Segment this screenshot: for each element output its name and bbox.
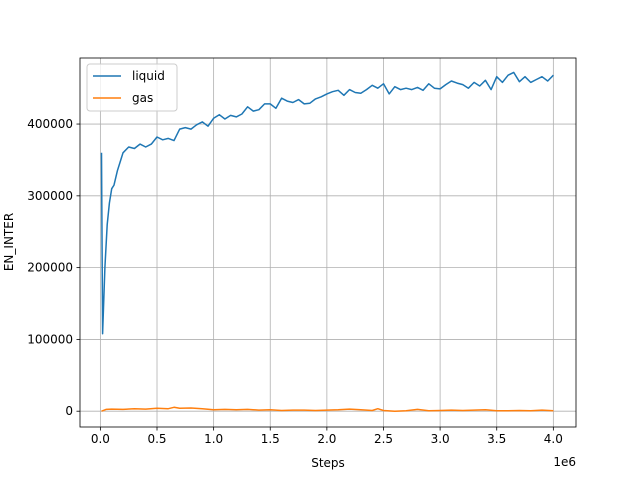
x-tick-label: 0.5 — [147, 432, 166, 446]
y-axis-label: EN_INTER — [2, 213, 16, 271]
x-tick-label: 4.0 — [544, 432, 563, 446]
x-tick-label: 2.0 — [317, 432, 336, 446]
x-axis-label: Steps — [311, 456, 345, 470]
y-tick-label: 200000 — [27, 261, 73, 275]
plot-frame — [79, 57, 577, 428]
series-line-liquid — [100, 71, 554, 335]
x-tick-label: 1.0 — [204, 432, 223, 446]
legend-label-liquid: liquid — [132, 69, 165, 83]
y-tick-label: 100000 — [27, 332, 73, 346]
series-lines — [100, 71, 554, 412]
x-tick-label: 3.0 — [431, 432, 450, 446]
y-tick-label: 400000 — [27, 117, 73, 131]
x-tick-label: 2.5 — [374, 432, 393, 446]
x-tick-label: 0.0 — [91, 432, 110, 446]
legend-label-gas: gas — [132, 91, 153, 105]
legend: liquid gas — [86, 63, 178, 112]
y-axis-ticks: 0 100000 200000 300000 400000 — [27, 117, 80, 418]
y-tick-label: 0 — [65, 404, 73, 418]
x-tick-label: 3.5 — [487, 432, 506, 446]
x-axis-ticks: 0.0 0.5 1.0 1.5 2.0 2.5 3.0 3.5 4.0 — [91, 427, 563, 446]
x-offset-text: 1e6 — [553, 455, 576, 469]
y-tick-label: 300000 — [27, 189, 73, 203]
x-tick-label: 1.5 — [261, 432, 280, 446]
series-line-gas — [101, 406, 554, 412]
